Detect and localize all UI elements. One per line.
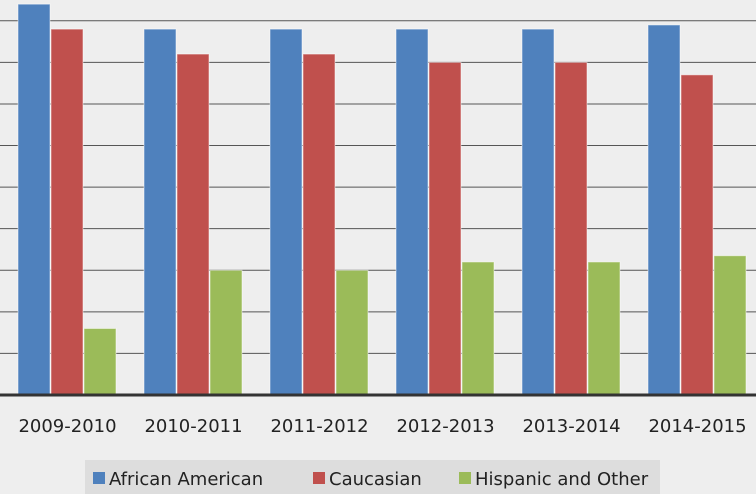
bar-caucasian-2010-2011 bbox=[176, 53, 210, 396]
bar-hispanic-and-other-2012-2013 bbox=[461, 261, 495, 396]
x-tick-label: 2012-2013 bbox=[396, 416, 494, 437]
legend-label: Caucasian bbox=[329, 469, 422, 490]
legend-swatch-caucasian bbox=[313, 472, 325, 484]
bar-hispanic-and-other-2013-2014 bbox=[587, 261, 621, 396]
x-tick-label: 2011-2012 bbox=[270, 416, 368, 437]
bar-caucasian-2011-2012 bbox=[302, 53, 336, 396]
bar-african-american-2013-2014 bbox=[521, 28, 555, 396]
legend-label: African American bbox=[109, 469, 263, 490]
bar-african-american-2009-2010 bbox=[17, 3, 51, 396]
legend: African American Caucasian Hispanic and Ot… bbox=[85, 460, 660, 494]
gridlines bbox=[0, 20, 756, 354]
bar-african-american-2014-2015 bbox=[647, 24, 681, 396]
x-tick-label: 2010-2011 bbox=[144, 416, 242, 437]
bar-hispanic-and-other-2009-2010 bbox=[83, 327, 117, 396]
bar-african-american-2010-2011 bbox=[143, 28, 177, 396]
x-tick-label: 2014-2015 bbox=[648, 416, 746, 437]
legend-label: Hispanic and Other bbox=[475, 469, 649, 490]
x-tick-label: 2009-2010 bbox=[18, 416, 116, 437]
bar-hispanic-and-other-2014-2015 bbox=[713, 255, 747, 396]
bar-african-american-2012-2013 bbox=[395, 28, 429, 396]
bar-hispanic-and-other-2011-2012 bbox=[335, 269, 369, 396]
bars bbox=[17, 3, 747, 396]
legend-background bbox=[85, 460, 660, 494]
bar-caucasian-2009-2010 bbox=[50, 28, 84, 396]
legend-swatch-hispanic-and-other bbox=[459, 472, 471, 484]
bar-caucasian-2014-2015 bbox=[680, 74, 714, 396]
bar-caucasian-2012-2013 bbox=[428, 61, 462, 396]
x-axis-tick-labels: 2009-2010 2010-2011 2011-2012 2012-2013 2013… bbox=[18, 416, 746, 437]
bar-caucasian-2013-2014 bbox=[554, 61, 588, 396]
bar-african-american-2011-2012 bbox=[269, 28, 303, 396]
legend-swatch-african-american bbox=[93, 472, 105, 484]
x-tick-label: 2013-2014 bbox=[522, 416, 620, 437]
bar-hispanic-and-other-2010-2011 bbox=[209, 269, 243, 396]
